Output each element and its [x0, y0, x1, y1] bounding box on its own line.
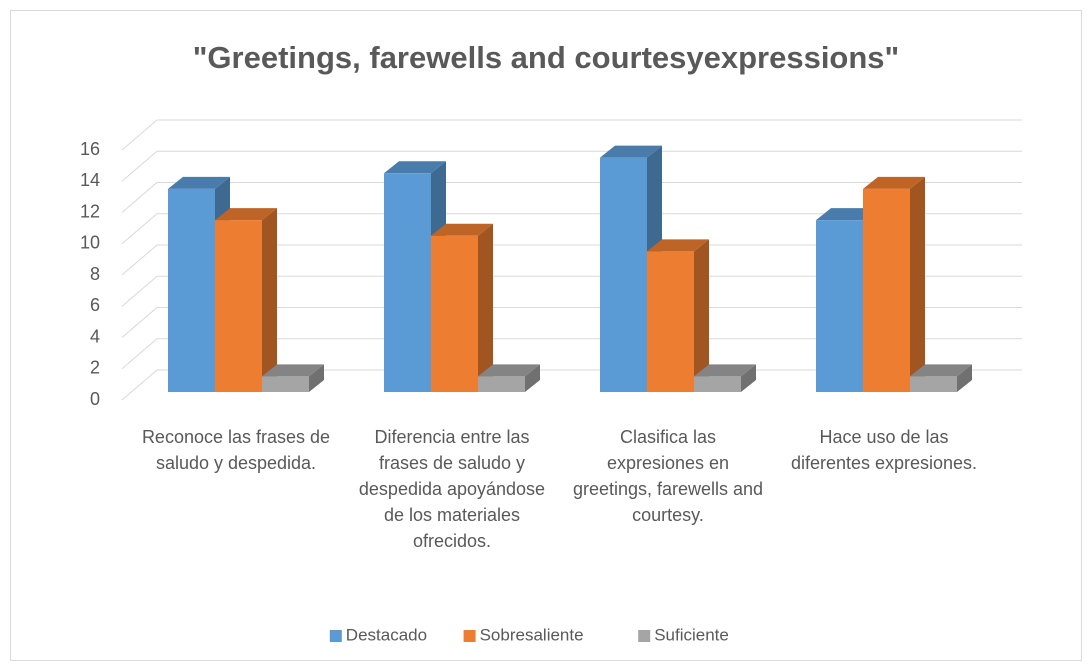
grid-line	[121, 275, 1022, 307]
bar	[816, 220, 863, 392]
y-tick-label: 4	[90, 326, 100, 346]
bar-top	[647, 239, 709, 252]
bar-side	[957, 364, 972, 392]
bar	[431, 235, 478, 392]
bar-side	[262, 208, 277, 392]
bar-top	[910, 364, 972, 377]
bar-top	[384, 161, 446, 174]
bar-top	[600, 145, 662, 158]
bar-top	[816, 208, 878, 221]
bar	[262, 376, 309, 392]
bar-side	[910, 176, 925, 392]
bar	[478, 376, 525, 392]
legend-swatch	[329, 630, 342, 642]
bar-top	[478, 364, 540, 377]
legend-label: Destacado	[346, 625, 427, 644]
legend-swatch	[638, 630, 651, 642]
chart-title: "Greetings, farewells and courtesyexpres…	[193, 40, 900, 75]
x-tick-label: Diferencia entre las frases de saludo y …	[358, 427, 546, 551]
y-tick-label: 16	[80, 139, 100, 159]
y-tick-label: 12	[80, 201, 100, 221]
y-tick-label: 6	[90, 295, 100, 315]
bar-top	[863, 176, 925, 189]
legend-label: Suficiente	[654, 625, 729, 644]
x-tick-label: Reconoce las frases de saludo y despedid…	[141, 427, 331, 473]
bar	[384, 173, 431, 392]
bar	[647, 251, 694, 392]
bar-top	[168, 176, 230, 189]
bar	[694, 376, 741, 392]
legend-label: Sobresaliente	[480, 625, 584, 644]
x-tick-label: Clasifica las expresiones en greetings, …	[572, 427, 764, 525]
grid-line	[121, 119, 1022, 151]
bar	[215, 220, 262, 392]
y-tick-label: 10	[80, 233, 100, 253]
bar-side	[741, 364, 756, 392]
legend-swatch	[463, 630, 476, 642]
bar-top	[694, 364, 756, 377]
y-tick-label: 14	[80, 170, 100, 190]
x-tick-label: Hace uso de las diferentes expresiones.	[790, 427, 978, 473]
bar-side	[478, 223, 493, 392]
bar	[168, 188, 215, 392]
bar-side	[525, 364, 540, 392]
bar-side	[694, 239, 709, 392]
bar	[600, 157, 647, 392]
bar	[910, 376, 957, 392]
bar-top	[431, 223, 493, 236]
grid-line	[121, 182, 1022, 213]
y-tick-label: 8	[90, 264, 100, 284]
grid-line	[121, 213, 1022, 245]
grid-line	[121, 338, 1022, 370]
grid-line	[121, 150, 1022, 182]
y-tick-label: 0	[90, 389, 100, 409]
bar-side	[309, 364, 324, 392]
bar-top	[262, 364, 324, 377]
bar	[863, 188, 910, 392]
y-tick-label: 2	[90, 358, 100, 378]
grid-line	[121, 244, 1022, 276]
bar-top	[215, 208, 277, 221]
grid-line	[121, 307, 1022, 338]
